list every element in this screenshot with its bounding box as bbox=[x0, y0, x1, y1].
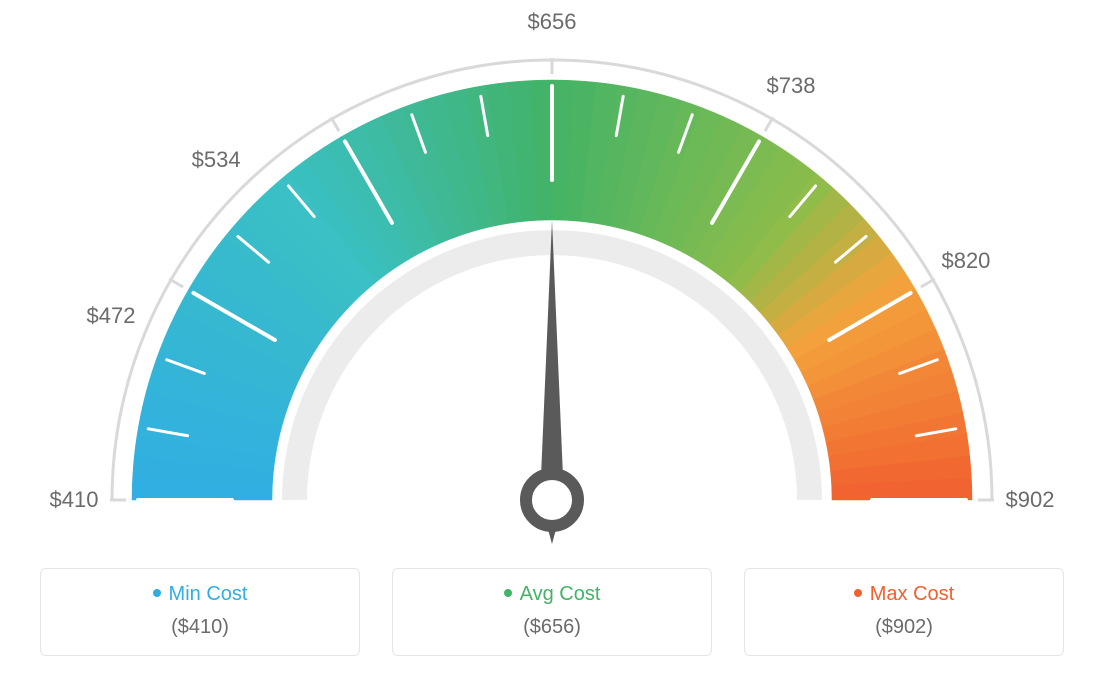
legend-avg-label: Avg Cost bbox=[520, 583, 601, 605]
legend-avg-card: Avg Cost ($656) bbox=[392, 568, 712, 656]
dot-avg-icon bbox=[504, 589, 512, 597]
dot-max-icon bbox=[854, 589, 862, 597]
tick-label: $738 bbox=[767, 73, 816, 99]
cost-gauge-widget: $410 $472 $534 $656 $738 $820 $902 Min Cost ($… bbox=[0, 0, 1104, 690]
gauge-svg bbox=[0, 0, 1104, 560]
legend-max-value: ($902) bbox=[745, 616, 1063, 639]
legend-min-label: Min Cost bbox=[169, 583, 248, 605]
tick-label: $534 bbox=[192, 147, 241, 173]
gauge-area: $410 $472 $534 $656 $738 $820 $902 bbox=[0, 0, 1104, 560]
legend-min-card: Min Cost ($410) bbox=[40, 568, 360, 656]
legend-min-title: Min Cost bbox=[41, 583, 359, 606]
legend-row: Min Cost ($410) Avg Cost ($656) Max Cost… bbox=[0, 568, 1104, 656]
legend-avg-value: ($656) bbox=[393, 616, 711, 639]
legend-max-card: Max Cost ($902) bbox=[744, 568, 1064, 656]
legend-min-value: ($410) bbox=[41, 616, 359, 639]
needle-hub bbox=[526, 474, 578, 526]
dot-min-icon bbox=[153, 589, 161, 597]
legend-max-label: Max Cost bbox=[870, 583, 954, 605]
tick-label: $410 bbox=[50, 487, 99, 513]
tick-label: $902 bbox=[1006, 487, 1055, 513]
tick-label: $820 bbox=[941, 248, 990, 274]
legend-avg-title: Avg Cost bbox=[393, 583, 711, 606]
legend-max-title: Max Cost bbox=[745, 583, 1063, 606]
tick-label: $656 bbox=[528, 9, 577, 35]
tick-label: $472 bbox=[86, 303, 135, 329]
